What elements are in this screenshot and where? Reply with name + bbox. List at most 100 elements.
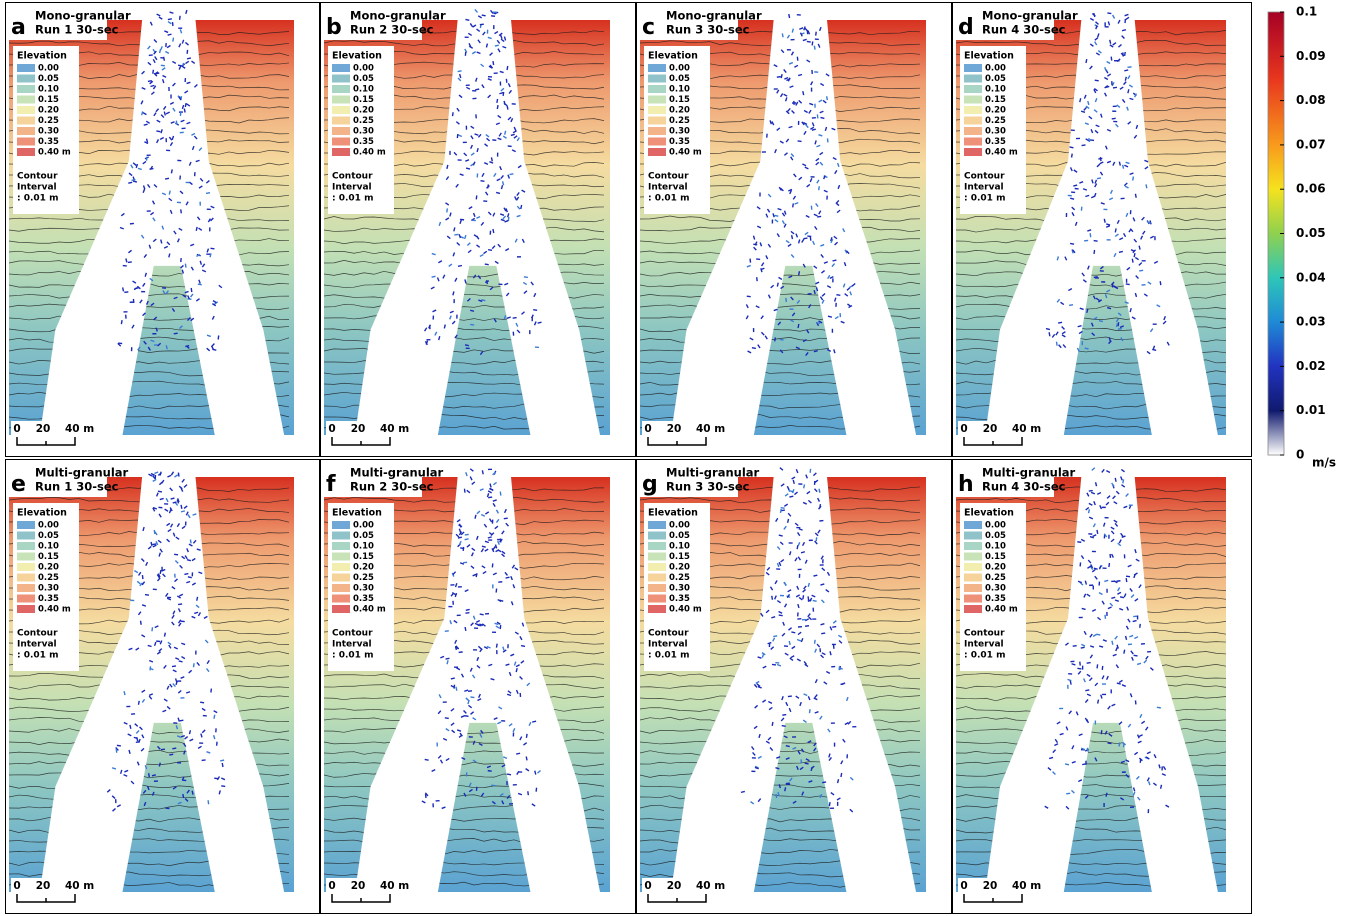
velocity-vector (470, 697, 474, 698)
velocity-vector (782, 33, 783, 37)
panel-title: Run 2 30-sec (350, 480, 434, 494)
legend-swatch (964, 85, 982, 93)
velocity-vector (1087, 663, 1091, 664)
scale-label: 20 (667, 880, 682, 892)
panel-title: Mono-granular (350, 9, 446, 23)
velocity-vector (1085, 690, 1089, 691)
velocity-vector (187, 58, 191, 59)
legend-label: 0.30 (353, 127, 374, 137)
velocity-vector (179, 661, 183, 662)
velocity-vector (1126, 578, 1127, 582)
panel-title: Mono-granular (35, 9, 131, 23)
velocity-vector (497, 105, 498, 109)
velocity-vector (172, 666, 176, 667)
velocity-vector (185, 264, 186, 268)
legend-swatch (648, 553, 666, 561)
panel-title: Run 3 30-sec (666, 480, 750, 494)
velocity-vector (171, 169, 172, 173)
velocity-vector (482, 470, 483, 474)
velocity-vector (1077, 668, 1081, 669)
velocity-vector (772, 596, 773, 600)
contour-note: : 0.01 m (964, 194, 1005, 204)
contour-note: : 0.01 m (332, 651, 373, 661)
velocity-vector (801, 552, 805, 553)
legend-label: 0.30 (669, 127, 690, 137)
velocity-vector (173, 38, 174, 42)
velocity-vector (524, 277, 528, 278)
velocity-vector (1110, 40, 1111, 44)
legend-swatch (17, 148, 35, 156)
legend-label: 0.35 (38, 594, 59, 604)
legend-label: 0.25 (669, 116, 690, 126)
velocity-vector (132, 180, 136, 181)
legend-swatch (648, 532, 666, 540)
velocity-vector (470, 310, 474, 311)
velocity-vector (130, 725, 131, 729)
velocity-vector (1097, 178, 1101, 179)
legend-label: 0.15 (985, 95, 1006, 105)
velocity-vector (456, 687, 457, 691)
legend-label: 0.35 (353, 594, 374, 604)
panel: dMono-granularRun 4 30-secElevation0.000… (952, 2, 1252, 457)
velocity-vector (535, 771, 536, 775)
legend-swatch (17, 85, 35, 93)
velocity-vector (785, 787, 786, 791)
legend-swatch (648, 64, 666, 72)
legend-swatch (648, 85, 666, 93)
legend-swatch (648, 117, 666, 125)
legend-label: 0.15 (985, 552, 1006, 562)
velocity-vector (805, 626, 809, 627)
velocity-vector (188, 577, 192, 578)
legend-label: 0.00 (38, 521, 59, 531)
legend-swatch (964, 521, 982, 529)
scale-label: 20 (36, 880, 51, 892)
velocity-vector (1085, 348, 1089, 349)
velocity-vector (521, 646, 525, 647)
velocity-vector (509, 174, 513, 175)
velocity-vector (789, 496, 793, 497)
panel-title: Run 2 30-sec (350, 23, 434, 37)
scale-label: 20 (983, 880, 998, 892)
legend-swatch (17, 521, 35, 529)
velocity-vector (817, 216, 821, 217)
colorbar-tick-label: 0.02 (1296, 359, 1326, 373)
velocity-vector (1099, 321, 1103, 322)
legend-swatch (17, 605, 35, 613)
velocity-vector (1109, 337, 1110, 341)
velocity-vector (808, 596, 809, 600)
velocity-vector (506, 577, 510, 578)
velocity-vector (779, 535, 783, 536)
velocity-vector (142, 575, 143, 579)
velocity-vector (1112, 118, 1116, 119)
velocity-vector (1111, 597, 1115, 598)
velocity-vector (814, 351, 818, 352)
velocity-vector (458, 537, 462, 538)
velocity-vector (164, 633, 165, 637)
velocity-vector (507, 774, 511, 775)
velocity-vector (155, 73, 159, 74)
panel-letter: f (326, 472, 336, 497)
legend-swatch (332, 584, 350, 592)
velocity-vector (117, 745, 121, 746)
velocity-vector (776, 794, 777, 798)
legend-swatch (964, 605, 982, 613)
velocity-vector (538, 322, 542, 323)
velocity-vector (496, 644, 497, 648)
legend-title: Elevation (332, 51, 382, 62)
legend-swatch (17, 542, 35, 550)
velocity-vector (798, 324, 799, 328)
velocity-vector (1095, 80, 1099, 81)
legend-swatch (332, 64, 350, 72)
contour-note: Contour (332, 629, 373, 639)
scale-label: 20 (983, 423, 998, 435)
panel: bMono-granularRun 2 30-secElevation0.000… (320, 2, 636, 457)
velocity-vector (126, 258, 127, 262)
velocity-vector (1126, 636, 1127, 640)
legend-title: Elevation (332, 508, 382, 519)
velocity-vector (820, 117, 824, 118)
velocity-vector (526, 734, 527, 738)
velocity-vector (161, 240, 162, 244)
velocity-vector (465, 627, 466, 631)
legend-label: 0.30 (353, 584, 374, 594)
legend-label: 0.10 (985, 542, 1006, 552)
